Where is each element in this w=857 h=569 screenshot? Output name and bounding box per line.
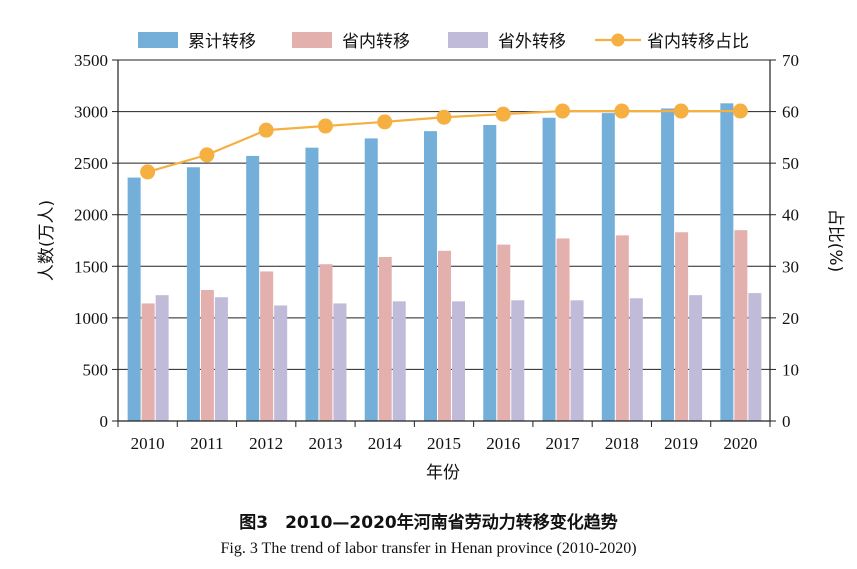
ratio-point-2010	[140, 164, 156, 180]
bar-intra-2010	[141, 303, 155, 421]
ratio-point-2019	[673, 103, 689, 119]
legend-swatch-marker	[611, 33, 625, 47]
y2-tick-label: 50	[782, 154, 799, 173]
y2-tick-label: 10	[782, 360, 799, 379]
y-tick-label: 3000	[74, 103, 108, 122]
figure-caption-cn: 图3 2010—2020年河南省劳动力转移变化趋势	[239, 513, 618, 533]
y-axis-label: 人数(万人)	[37, 200, 57, 281]
ratio-line	[140, 103, 748, 180]
ratio-point-2018	[614, 103, 630, 119]
bar-inter-2015	[452, 301, 465, 421]
bar-cumulative-2015	[424, 131, 437, 421]
axes: 0 500 1000 1500 2000 2500 3000 3500 0 10 20 30 40 50 6…	[74, 51, 799, 453]
ratio-point-2011	[199, 147, 215, 163]
y2-tick-label: 40	[782, 206, 799, 225]
bar-inter-2016	[511, 300, 525, 421]
x-tick-label: 2017	[546, 434, 581, 453]
bar-intra-2015	[438, 250, 451, 421]
ratio-point-2020	[732, 103, 748, 119]
x-tick-label: 2014	[368, 434, 403, 453]
bar-inter-2012	[274, 305, 288, 421]
bars	[127, 103, 762, 422]
bar-cumulative-2019	[661, 108, 675, 421]
bar-cumulative-2012	[246, 155, 260, 421]
bar-intra-2019	[675, 232, 689, 421]
bar-cumulative-2014	[364, 138, 378, 422]
y-tick-label: 500	[83, 360, 109, 379]
bar-inter-2014	[392, 301, 406, 421]
x-tick-label: 2016	[486, 434, 520, 453]
bar-inter-2013	[333, 303, 347, 421]
y-tick-label: 0	[100, 412, 109, 431]
ratio-point-2012	[258, 122, 274, 138]
bar-cumulative-2010	[127, 177, 141, 421]
bar-intra-2014	[378, 257, 392, 421]
x-tick-label: 2011	[190, 434, 223, 453]
bar-inter-2019	[689, 295, 703, 421]
bar-cumulative-2018	[601, 113, 615, 422]
bar-intra-2012	[260, 271, 274, 421]
legend-swatch	[448, 32, 488, 48]
x-tick-label: 2013	[308, 434, 342, 453]
bar-cumulative-2011	[186, 167, 200, 421]
x-tick-label: 2015	[427, 434, 461, 453]
legend-label: 省外转移	[498, 32, 566, 52]
bar-intra-2016	[497, 244, 511, 421]
y-tick-label: 2500	[74, 154, 108, 173]
legend-label: 省内转移	[342, 32, 410, 52]
y2-tick-label: 70	[782, 51, 799, 70]
bar-cumulative-2017	[542, 117, 556, 421]
y2-axis-label: 占比(%)	[825, 209, 845, 272]
x-tick-label: 2012	[249, 434, 283, 453]
bar-inter-2020	[748, 293, 762, 421]
legend-label: 省内转移占比	[647, 32, 749, 52]
y-tick-label: 2000	[74, 206, 108, 225]
y-tick-label: 3500	[74, 51, 108, 70]
y2-tick-label: 30	[782, 257, 799, 276]
bar-intra-2020	[734, 230, 748, 421]
ratio-point-2015	[436, 109, 452, 125]
x-tick-label: 2018	[605, 434, 639, 453]
bar-intra-2011	[200, 290, 214, 421]
y2-tick-label: 60	[782, 103, 799, 122]
x-axis-label: 年份	[426, 463, 460, 483]
legend-swatch	[292, 32, 332, 48]
figure-caption-en: Fig. 3 The trend of labor transfer in He…	[220, 540, 637, 557]
bar-intra-2018	[615, 235, 629, 421]
x-tick-label: 2019	[664, 434, 698, 453]
bar-inter-2011	[214, 297, 228, 421]
x-tick-label: 2020	[723, 434, 757, 453]
y-tick-label: 1000	[74, 309, 108, 328]
bar-inter-2010	[155, 295, 169, 421]
legend: 累计转移 省内转移 省外转移 省内转移占比	[138, 32, 749, 52]
ratio-point-2016	[495, 106, 511, 122]
bar-intra-2013	[319, 264, 333, 421]
chart: 累计转移 省内转移 省外转移 省内转移占比 050010001500200025003…	[37, 32, 845, 483]
bar-inter-2017	[570, 300, 584, 421]
bar-inter-2018	[629, 298, 643, 421]
ratio-point-2013	[317, 118, 333, 134]
x-tick-label: 2010	[131, 434, 165, 453]
y2-tick-label: 0	[782, 412, 791, 431]
ratio-point-2017	[555, 103, 571, 119]
bar-cumulative-2013	[305, 147, 319, 421]
bar-cumulative-2020	[720, 103, 734, 421]
y-tick-label: 1500	[74, 257, 108, 276]
bar-intra-2017	[556, 238, 570, 421]
bar-cumulative-2016	[483, 124, 497, 421]
legend-label: 累计转移	[188, 32, 256, 52]
ratio-point-2014	[377, 114, 393, 130]
legend-swatch	[138, 32, 178, 48]
y2-tick-label: 20	[782, 309, 799, 328]
